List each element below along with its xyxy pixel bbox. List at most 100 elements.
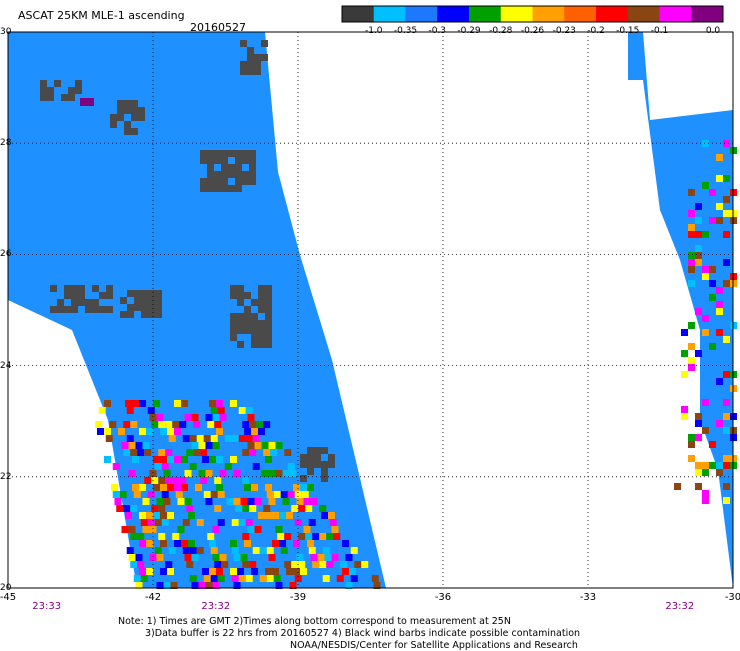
data-cell xyxy=(350,547,358,554)
data-cell xyxy=(249,150,256,157)
data-cell xyxy=(50,306,57,313)
data-cell xyxy=(165,561,173,568)
colorbar-swatch xyxy=(405,6,438,22)
data-cell xyxy=(217,519,225,526)
data-cell xyxy=(160,456,167,463)
data-cell xyxy=(182,519,190,526)
data-cell xyxy=(141,304,148,311)
data-cell xyxy=(258,299,265,306)
data-cell xyxy=(193,449,201,456)
data-cell xyxy=(723,196,730,203)
data-cell xyxy=(205,470,213,477)
data-cell xyxy=(273,575,281,582)
data-cell xyxy=(723,231,730,238)
data-cell xyxy=(224,435,232,442)
data-cell xyxy=(688,441,695,448)
colorbar-label: -0.3 xyxy=(428,26,447,36)
data-cell xyxy=(695,259,702,266)
data-cell xyxy=(149,554,157,561)
data-cell xyxy=(141,290,148,297)
data-cell xyxy=(321,447,328,454)
data-cell xyxy=(160,512,167,519)
data-cell xyxy=(165,421,173,428)
lon-tick-label: -39 xyxy=(289,592,307,603)
data-cell xyxy=(249,164,256,171)
data-cell xyxy=(138,107,145,114)
data-cell xyxy=(186,505,194,512)
data-cell xyxy=(125,512,132,519)
data-cell xyxy=(167,428,174,435)
data-cell xyxy=(321,475,328,482)
data-cell xyxy=(702,490,709,497)
data-cell xyxy=(40,80,47,87)
data-cell xyxy=(294,519,302,526)
data-cell xyxy=(47,87,54,94)
data-cell xyxy=(702,140,709,147)
data-cell xyxy=(301,491,309,498)
data-cell xyxy=(371,575,379,582)
data-cell xyxy=(174,540,181,547)
data-cell xyxy=(133,491,141,498)
data-cell xyxy=(702,329,709,336)
data-cell xyxy=(139,400,146,407)
data-cell xyxy=(160,540,167,547)
data-cell xyxy=(134,304,141,311)
data-cell xyxy=(132,456,139,463)
data-cell xyxy=(117,100,124,107)
data-cell xyxy=(688,210,695,217)
data-cell xyxy=(50,285,57,292)
data-cell xyxy=(205,582,213,589)
data-cell xyxy=(117,107,124,114)
data-cell xyxy=(219,470,227,477)
data-cell xyxy=(80,98,94,106)
data-cell xyxy=(110,121,117,128)
data-cell xyxy=(127,311,134,318)
data-cell xyxy=(296,554,304,561)
data-cell xyxy=(272,540,279,547)
data-cell xyxy=(130,421,138,428)
data-cell xyxy=(235,164,242,171)
data-cell xyxy=(238,435,246,442)
data-cell xyxy=(298,533,306,540)
data-cell xyxy=(289,582,297,589)
data-cell xyxy=(265,292,272,299)
data-cell xyxy=(212,582,220,589)
data-cell xyxy=(191,414,199,421)
data-cell xyxy=(217,407,225,414)
data-cell xyxy=(212,526,220,533)
data-cell xyxy=(709,343,716,350)
data-cell xyxy=(124,128,131,135)
colorbar-frame xyxy=(341,5,724,23)
data-cell xyxy=(291,505,299,512)
colorbar-label: -0.1 xyxy=(650,26,669,36)
data-cell xyxy=(688,266,695,273)
data-cell xyxy=(174,428,181,435)
data-cell xyxy=(322,575,330,582)
data-cell xyxy=(135,582,143,589)
data-cell xyxy=(174,400,181,407)
colorbar-label: -0.2 xyxy=(587,26,605,36)
data-cell xyxy=(165,477,173,484)
lon-tick-label: -42 xyxy=(144,592,162,603)
data-cell xyxy=(174,484,181,491)
data-cell xyxy=(254,61,261,68)
data-cell xyxy=(300,568,307,575)
data-cell xyxy=(217,575,225,582)
data-cell xyxy=(268,470,276,477)
data-cell xyxy=(251,341,258,348)
data-cell xyxy=(212,414,220,421)
data-cell xyxy=(189,435,197,442)
data-cell xyxy=(155,311,162,318)
data-cell xyxy=(210,491,218,498)
data-cell xyxy=(279,512,286,519)
data-cell xyxy=(142,526,150,533)
data-cell xyxy=(280,491,288,498)
data-cell xyxy=(139,512,146,519)
data-cell xyxy=(244,540,251,547)
data-cell xyxy=(200,157,207,164)
data-cell xyxy=(688,364,695,371)
data-cell xyxy=(221,150,228,157)
colorbar-label: -0.35 xyxy=(393,26,418,36)
data-cell xyxy=(168,547,176,554)
colorbar-label: -0.28 xyxy=(489,26,513,36)
